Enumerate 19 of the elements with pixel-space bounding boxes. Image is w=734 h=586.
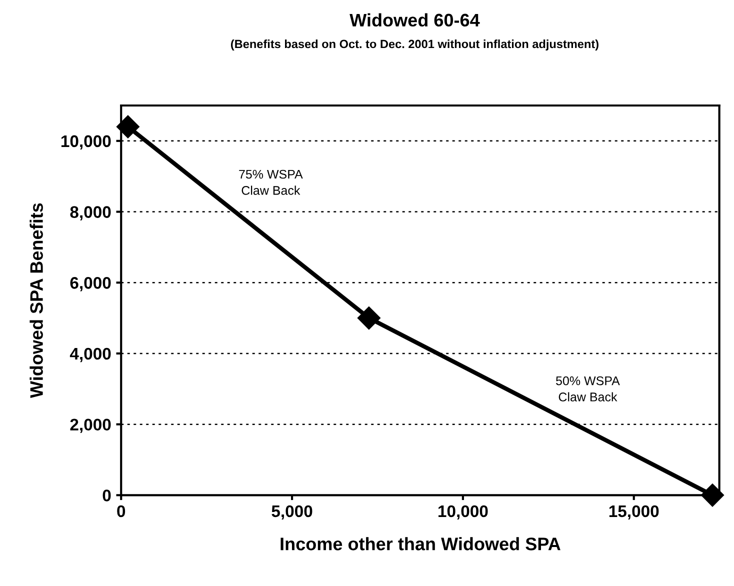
y-tick-label: 8,000 <box>70 206 111 220</box>
point <box>700 484 724 507</box>
y-tick-label: 6,000 <box>70 277 111 292</box>
y-axis-title: Widowed SPA Benefits <box>30 203 43 398</box>
x-tick-label: 15,000 <box>609 505 659 520</box>
x-tick-label: 10,000 <box>438 505 488 520</box>
annotation: 50% WSPA Claw Back <box>556 376 620 402</box>
x-tick-label: 0 <box>117 505 126 518</box>
point <box>116 115 140 138</box>
y-tick-label: 4,000 <box>70 348 111 362</box>
y-tick-label: 10,000 <box>61 135 111 150</box>
point <box>357 306 380 330</box>
y-tick-label: 2,000 <box>70 418 111 433</box>
x-axis-title: Income other than Widowed SPA <box>280 537 560 550</box>
chart-title: Widowed 60-64 <box>350 13 480 27</box>
annotation: 75% WSPA Claw Back <box>239 170 303 195</box>
chart-subtitle: (Benefits based on Oct. to Dec. 2001 without inflation adjustment) <box>230 39 598 50</box>
y-tick-label: 0 <box>102 490 111 502</box>
x-tick-label: 5,000 <box>272 505 312 520</box>
